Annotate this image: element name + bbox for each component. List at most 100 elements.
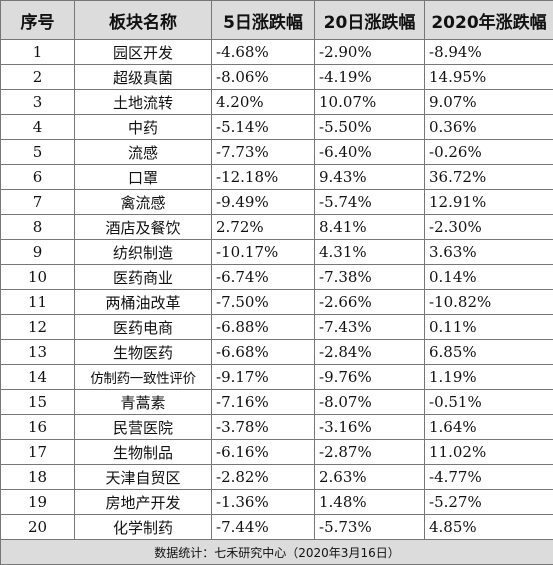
sector-name: 化学制药 xyxy=(75,515,212,540)
change-20day: -2.90% xyxy=(315,40,425,65)
sector-name: 口罩 xyxy=(75,165,212,190)
row-index: 5 xyxy=(1,140,75,165)
row-index: 10 xyxy=(1,265,75,290)
sector-name: 生物制品 xyxy=(75,440,212,465)
change-20day: -3.16% xyxy=(315,415,425,440)
change-5day: -5.14% xyxy=(212,115,315,140)
sector-name: 两桶油改革 xyxy=(75,290,212,315)
change-5day: -12.18% xyxy=(212,165,315,190)
change-20day: -7.43% xyxy=(315,315,425,340)
row-index: 17 xyxy=(1,440,75,465)
change-ytd: 4.85% xyxy=(425,515,553,540)
data-source-note: 数据统计：七禾研究中心（2020年3月16日） xyxy=(1,540,553,565)
sector-name: 医药商业 xyxy=(75,265,212,290)
change-5day: -7.16% xyxy=(212,390,315,415)
change-ytd: 9.07% xyxy=(425,90,553,115)
row-index: 4 xyxy=(1,115,75,140)
row-index: 18 xyxy=(1,465,75,490)
change-20day: 8.41% xyxy=(315,215,425,240)
change-ytd: -5.27% xyxy=(425,490,553,515)
change-20day: -7.38% xyxy=(315,265,425,290)
change-20day: 2.63% xyxy=(315,465,425,490)
change-20day: -5.74% xyxy=(315,190,425,215)
change-5day: -2.82% xyxy=(212,465,315,490)
sector-name: 天津自贸区 xyxy=(75,465,212,490)
change-5day: -6.88% xyxy=(212,315,315,340)
row-index: 15 xyxy=(1,390,75,415)
change-ytd: 0.36% xyxy=(425,115,553,140)
row-index: 19 xyxy=(1,490,75,515)
change-5day: -9.17% xyxy=(212,365,315,390)
change-5day: -7.50% xyxy=(212,290,315,315)
change-ytd: 1.64% xyxy=(425,415,553,440)
change-20day: -2.87% xyxy=(315,440,425,465)
change-20day: 4.31% xyxy=(315,240,425,265)
change-ytd: -8.94% xyxy=(425,40,553,65)
change-ytd: 0.11% xyxy=(425,315,553,340)
change-5day: -7.44% xyxy=(212,515,315,540)
sector-name: 生物医药 xyxy=(75,340,212,365)
change-20day: 10.07% xyxy=(315,90,425,115)
footer-row: 数据统计：七禾研究中心（2020年3月16日） xyxy=(1,540,553,565)
change-ytd: 12.91% xyxy=(425,190,553,215)
header-5day-change: 5日涨跌幅 xyxy=(212,1,315,40)
change-5day: -6.68% xyxy=(212,340,315,365)
sector-name: 土地流转 xyxy=(75,90,212,115)
row-index: 7 xyxy=(1,190,75,215)
row-index: 20 xyxy=(1,515,75,540)
row-index: 6 xyxy=(1,165,75,190)
change-20day: -4.19% xyxy=(315,65,425,90)
sector-name: 中药 xyxy=(75,115,212,140)
row-index: 3 xyxy=(1,90,75,115)
change-5day: 4.20% xyxy=(212,90,315,115)
change-5day: -6.74% xyxy=(212,265,315,290)
header-row: 序号 板块名称 5日涨跌幅 20日涨跌幅 2020年涨跌幅 xyxy=(1,1,553,40)
change-20day: -9.76% xyxy=(315,365,425,390)
row-index: 12 xyxy=(1,315,75,340)
row-index: 14 xyxy=(1,365,75,390)
header-sector-name: 板块名称 xyxy=(75,1,212,40)
sector-name: 纺织制造 xyxy=(75,240,212,265)
change-5day: 2.72% xyxy=(212,215,315,240)
change-20day: -2.66% xyxy=(315,290,425,315)
change-5day: -6.16% xyxy=(212,440,315,465)
change-ytd: -4.77% xyxy=(425,465,553,490)
change-5day: -4.68% xyxy=(212,40,315,65)
change-ytd: 3.63% xyxy=(425,240,553,265)
row-index: 8 xyxy=(1,215,75,240)
table-header: 序号 板块名称 5日涨跌幅 20日涨跌幅 2020年涨跌幅 xyxy=(1,1,553,40)
change-ytd: -2.30% xyxy=(425,215,553,240)
change-5day: -7.73% xyxy=(212,140,315,165)
row-index: 16 xyxy=(1,415,75,440)
sector-name: 房地产开发 xyxy=(75,490,212,515)
change-ytd: 14.95% xyxy=(425,65,553,90)
change-ytd: 1.19% xyxy=(425,365,553,390)
change-ytd: 0.14% xyxy=(425,265,553,290)
change-ytd: 36.72% xyxy=(425,165,553,190)
sector-name: 园区开发 xyxy=(75,40,212,65)
row-index: 1 xyxy=(1,40,75,65)
change-ytd: -0.26% xyxy=(425,140,553,165)
table-footer: 数据统计：七禾研究中心（2020年3月16日） xyxy=(1,540,553,565)
change-20day: 1.48% xyxy=(315,490,425,515)
change-5day: -10.17% xyxy=(212,240,315,265)
sector-name: 仿制药一致性评价 xyxy=(75,365,212,390)
sector-name: 青蒿素 xyxy=(75,390,212,415)
sector-name: 酒店及餐饮 xyxy=(75,215,212,240)
change-20day: -2.84% xyxy=(315,340,425,365)
change-20day: -5.50% xyxy=(315,115,425,140)
sector-name: 超级真菌 xyxy=(75,65,212,90)
